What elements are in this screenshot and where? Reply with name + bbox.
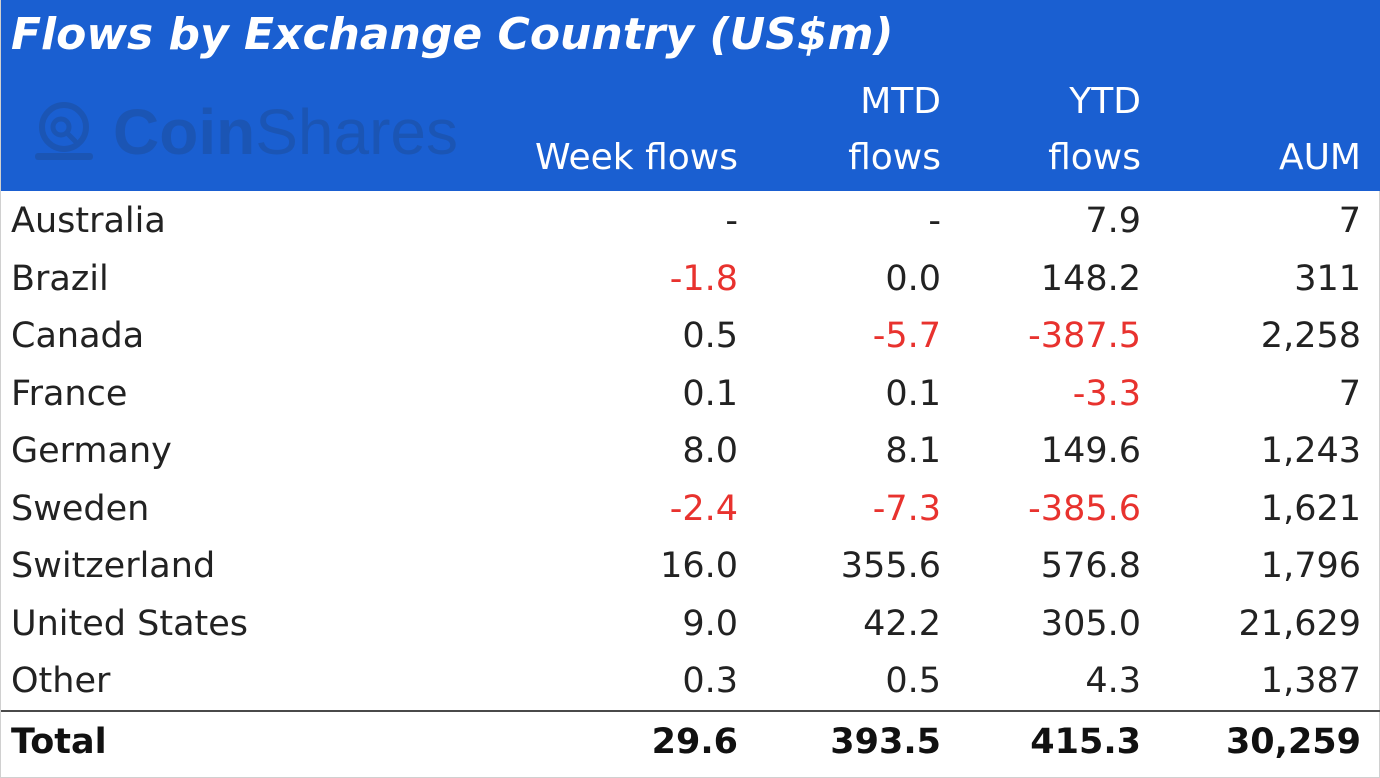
coinshares-logo-icon xyxy=(35,102,93,160)
col-header-ytd-line2: flows xyxy=(1048,137,1141,178)
aum-value: 7 xyxy=(1338,201,1361,241)
table-title: Flows by Exchange Country (US$m) xyxy=(11,9,894,60)
table-row: Canada 0.5 -5.7 -387.5 2,258 xyxy=(1,308,1380,366)
country-name: France xyxy=(11,373,128,414)
week-value: 0.1 xyxy=(682,373,738,414)
week-value: 0.3 xyxy=(682,661,738,701)
aum-value: 1,387 xyxy=(1260,661,1361,701)
mtd-value: 8.1 xyxy=(885,431,941,471)
aum-value: 1,796 xyxy=(1260,546,1361,586)
ytd-value: 576.8 xyxy=(1040,546,1141,586)
country-name: Sweden xyxy=(11,488,150,529)
total-mtd-value: 393.5 xyxy=(830,722,941,762)
mtd-value: -7.3 xyxy=(872,488,941,529)
col-header-ytd-line1: YTD xyxy=(1069,81,1141,122)
total-ytd-value: 415.3 xyxy=(1030,722,1141,762)
col-header-week: Week flows xyxy=(535,137,738,178)
ytd-value: 148.2 xyxy=(1040,258,1141,299)
country-name: Other xyxy=(11,661,111,701)
table-row: Brazil -1.8 0.0 148.2 311 xyxy=(1,251,1380,309)
country-name: Brazil xyxy=(11,258,109,299)
ytd-value: 4.3 xyxy=(1085,661,1141,701)
mtd-value: 0.5 xyxy=(885,661,941,701)
week-value: -1.8 xyxy=(669,258,738,299)
ytd-value: -387.5 xyxy=(1028,316,1141,356)
aum-value: 2,258 xyxy=(1260,316,1361,356)
watermark-brand-bold: Coin xyxy=(113,96,256,168)
col-header-mtd-line2: flows xyxy=(848,137,941,178)
aum-value: 21,629 xyxy=(1238,603,1361,644)
col-header-aum: AUM xyxy=(1278,137,1361,178)
col-header-mtd-line1: MTD xyxy=(860,81,941,122)
week-value: -2.4 xyxy=(669,488,738,529)
total-label: Total xyxy=(11,722,107,762)
aum-value: 1,243 xyxy=(1260,431,1361,471)
country-name: United States xyxy=(11,603,249,644)
coinshares-watermark: CoinShares xyxy=(29,92,458,172)
week-value: 16.0 xyxy=(660,546,738,586)
total-aum-value: 30,259 xyxy=(1225,722,1361,762)
aum-value: 311 xyxy=(1294,258,1361,299)
country-name: Canada xyxy=(11,316,145,356)
total-divider xyxy=(1,710,1380,712)
mtd-value: 0.0 xyxy=(885,258,941,299)
mtd-value: 355.6 xyxy=(840,546,941,586)
table-row: Australia - - 7.9 7 xyxy=(1,193,1380,251)
ytd-value: 305.0 xyxy=(1040,603,1141,644)
mtd-value: 0.1 xyxy=(885,373,941,414)
week-value: 9.0 xyxy=(682,603,738,644)
ytd-value: -385.6 xyxy=(1028,488,1141,529)
total-row: Total 29.6 393.5 415.3 30,259 xyxy=(1,714,1380,772)
mtd-value: - xyxy=(928,201,941,241)
ytd-value: 7.9 xyxy=(1085,201,1141,241)
aum-value: 7 xyxy=(1338,373,1361,414)
ytd-value: 149.6 xyxy=(1040,431,1141,471)
table-row: France 0.1 0.1 -3.3 7 xyxy=(1,366,1380,424)
country-name: Germany xyxy=(11,431,172,471)
mtd-value: -5.7 xyxy=(872,316,941,356)
ytd-value: -3.3 xyxy=(1072,373,1141,414)
total-week-value: 29.6 xyxy=(651,722,738,762)
week-value: - xyxy=(725,201,738,241)
watermark-brand: CoinShares xyxy=(113,92,458,172)
country-name: Australia xyxy=(11,201,166,241)
table-row: Switzerland 16.0 355.6 576.8 1,796 xyxy=(1,538,1380,596)
table-row: Sweden -2.4 -7.3 -385.6 1,621 xyxy=(1,481,1380,539)
table-row: Germany 8.0 8.1 149.6 1,243 xyxy=(1,423,1380,481)
week-value: 0.5 xyxy=(682,316,738,356)
table-header: Flows by Exchange Country (US$m) CoinSha… xyxy=(1,0,1380,191)
mtd-value: 42.2 xyxy=(863,603,941,644)
table-row: United States 9.0 42.2 305.0 21,629 xyxy=(1,596,1380,654)
aum-value: 1,621 xyxy=(1260,488,1361,529)
week-value: 8.0 xyxy=(682,431,738,471)
country-name: Switzerland xyxy=(11,546,216,586)
watermark-brand-light: Shares xyxy=(255,96,458,168)
table-row: Other 0.3 0.5 4.3 1,387 xyxy=(1,653,1380,711)
